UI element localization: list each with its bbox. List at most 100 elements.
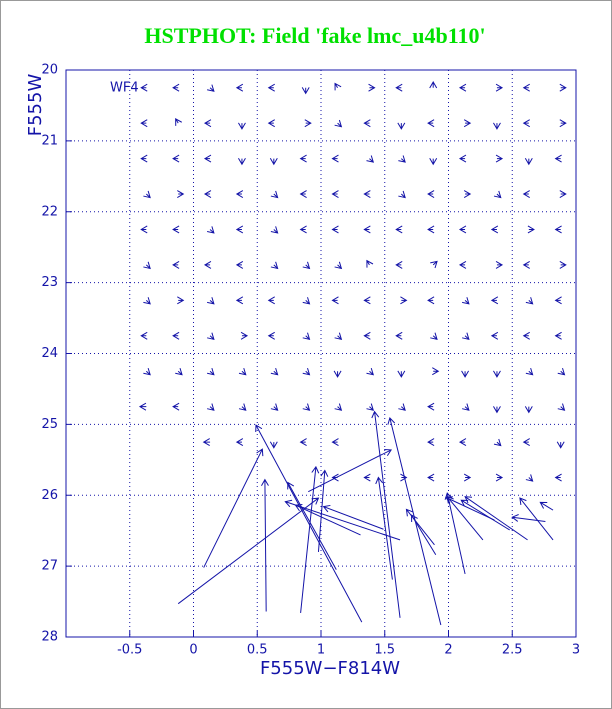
- vector-arrow: [559, 119, 567, 128]
- vector-arrow: [240, 331, 249, 340]
- vector-arrow: [427, 438, 435, 447]
- vector-arrow: [172, 331, 180, 340]
- vector-arrow: [395, 260, 403, 269]
- vector-arrow: [269, 441, 278, 449]
- vector-arrow: [554, 331, 562, 340]
- vector-arrow: [235, 260, 244, 269]
- vector-arrow: [559, 83, 567, 92]
- vector-arrow: [175, 367, 183, 376]
- vector-arrow: [398, 190, 406, 199]
- vector-arrow: [527, 225, 535, 234]
- vector-arrow: [405, 508, 435, 546]
- vector-arrow: [238, 403, 247, 411]
- vector-arrow: [400, 296, 408, 305]
- x-axis-label: F555W−F814W: [260, 658, 400, 679]
- x-tick-label: 2: [444, 643, 452, 658]
- vector-arrow: [300, 465, 320, 613]
- vector-arrow: [554, 296, 562, 305]
- vector-arrow: [255, 424, 363, 623]
- vector-arrow: [511, 514, 546, 522]
- vector-arrow: [363, 190, 371, 198]
- vector-arrow: [525, 297, 534, 305]
- vector-arrow: [207, 403, 215, 411]
- y-tick-label: 23: [41, 275, 58, 290]
- x-tick-label: 2.5: [502, 643, 523, 658]
- vector-arrow: [559, 190, 567, 198]
- vector-arrow: [522, 190, 530, 198]
- vector-arrow: [235, 83, 244, 92]
- vector-arrow: [270, 226, 279, 234]
- vector-arrow: [490, 331, 499, 340]
- vector-arrow: [429, 158, 438, 166]
- vector-arrow: [334, 119, 343, 128]
- y-tick-label: 25: [41, 417, 58, 432]
- vector-arrow: [371, 410, 401, 618]
- vector-arrow: [363, 296, 371, 305]
- vector-arrow: [284, 499, 401, 541]
- vector-arrow: [519, 497, 554, 541]
- vector-arrow: [427, 119, 435, 128]
- vector-arrow: [432, 367, 440, 376]
- vector-arrow: [398, 403, 406, 411]
- y-tick-label: 21: [41, 133, 58, 148]
- vector-arrow: [395, 83, 403, 92]
- vector-arrow: [460, 499, 510, 531]
- vector-arrow: [493, 370, 501, 378]
- vector-arrow: [554, 473, 562, 482]
- y-tick-label: 26: [41, 488, 58, 503]
- vector-arrow: [143, 367, 151, 376]
- vector-arrow: [366, 403, 375, 411]
- vector-arrow: [207, 367, 215, 376]
- vector-arrow: [333, 370, 342, 378]
- y-tick-label: 20: [41, 63, 58, 78]
- vector-arrow: [140, 154, 148, 163]
- vector-arrow: [430, 260, 438, 269]
- vector-arrow: [317, 469, 329, 552]
- x-tick-label: 1: [317, 643, 325, 658]
- vector-arrow: [177, 190, 185, 198]
- vector-arrow: [427, 225, 435, 234]
- vector-arrow: [458, 260, 467, 269]
- vector-arrow: [522, 260, 530, 269]
- vector-arrow: [464, 496, 528, 541]
- vector-arrow: [397, 122, 406, 130]
- vector-arrow: [267, 83, 275, 92]
- vector-arrow: [462, 297, 470, 305]
- vector-arrow: [334, 403, 343, 411]
- vector-arrow: [238, 367, 247, 376]
- vector-arrow: [267, 331, 275, 340]
- vector-arrow: [202, 438, 211, 447]
- vector-arrow: [400, 473, 408, 482]
- vector-arrow: [366, 367, 375, 376]
- vector-arrow: [140, 225, 148, 234]
- vector-arrow: [363, 225, 371, 234]
- vector-arrow: [235, 438, 244, 447]
- vector-arrow: [493, 122, 501, 130]
- x-tick-label: -0.5: [117, 643, 142, 658]
- y-tick-label: 22: [41, 204, 58, 219]
- vector-arrow: [302, 332, 311, 340]
- vector-arrow: [461, 370, 470, 378]
- vector-arrow: [522, 83, 530, 92]
- vector-arrow: [495, 473, 504, 482]
- vector-arrow: [143, 190, 151, 199]
- vector-arrow: [299, 225, 307, 234]
- vector-arrow: [395, 225, 403, 234]
- vector-arrow: [446, 495, 484, 541]
- vector-arrow: [525, 367, 534, 376]
- vector-arrow: [302, 297, 311, 305]
- x-tick-label: 0: [189, 643, 197, 658]
- vector-arrow: [287, 481, 337, 570]
- vector-arrow: [172, 83, 180, 92]
- vector-arrow: [493, 190, 502, 199]
- vector-arrow: [427, 402, 435, 411]
- y-tick-label: 24: [41, 346, 58, 361]
- vector-arrow: [525, 474, 534, 482]
- vector-arrow: [238, 158, 246, 166]
- vector-arrow: [299, 154, 307, 163]
- vector-arrow: [143, 261, 151, 270]
- vector-arrow: [331, 190, 339, 198]
- vector-arrow: [172, 402, 180, 411]
